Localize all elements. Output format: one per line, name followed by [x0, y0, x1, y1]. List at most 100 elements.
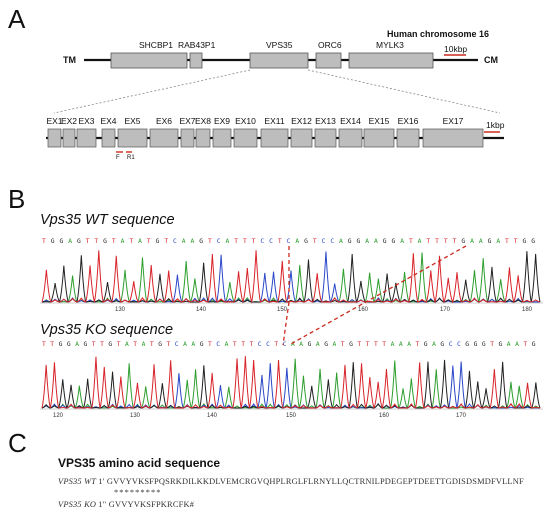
base-call: G	[481, 341, 486, 348]
exon-label-15: EX15	[369, 116, 390, 126]
base-call: C	[269, 238, 273, 245]
base-call: A	[390, 341, 395, 348]
base-call: T	[50, 341, 55, 348]
gene-label-rab43p1: RAB43P1	[178, 40, 216, 50]
exon-box-16	[396, 128, 420, 148]
base-call: A	[120, 238, 125, 245]
base-call: G	[108, 341, 113, 348]
base-call: T	[312, 238, 317, 245]
base-call: G	[440, 341, 445, 348]
base-call: G	[391, 238, 396, 245]
base-call: G	[522, 238, 527, 245]
base-call: G	[498, 341, 503, 348]
trace-t	[41, 250, 541, 304]
primer-f-label: F	[116, 155, 120, 161]
base-call: G	[199, 238, 204, 245]
exon-box-12	[290, 128, 313, 148]
base-call: G	[356, 238, 361, 245]
base-call: A	[398, 341, 403, 348]
base-call: A	[478, 238, 483, 245]
exon-box-13	[314, 128, 337, 148]
tick-label: 170	[456, 413, 467, 419]
base-call: C	[457, 341, 461, 348]
base-call: G	[324, 341, 328, 348]
base-call: T	[513, 238, 518, 245]
exon-label-2: EX2	[61, 116, 77, 126]
primer-r1-label: R1	[127, 155, 135, 161]
base-call: G	[487, 238, 492, 245]
exon-label-3: EX3	[78, 116, 94, 126]
base-call: A	[339, 238, 343, 245]
gene-mylk3: MYLK3	[348, 40, 434, 69]
exon-box-5	[117, 128, 148, 148]
aa-sequence-title: VPS35 amino acid sequence	[58, 456, 221, 470]
base-call: T	[277, 238, 282, 245]
base-call: A	[407, 341, 411, 348]
gene-vps35: VPS35	[249, 40, 309, 69]
zoom-line-left	[53, 69, 251, 114]
base-call: A	[138, 238, 142, 245]
base-call: T	[164, 238, 169, 245]
base-call: T	[100, 341, 104, 348]
base-call: T	[232, 341, 237, 348]
exon-box-8	[195, 128, 211, 148]
gene-label-vps35: VPS35	[266, 40, 293, 50]
base-call: G	[59, 238, 64, 245]
base-call: G	[473, 341, 478, 348]
wt-tick-labels: 130 140 150 160 170 180	[115, 307, 533, 313]
base-call: T	[111, 238, 116, 245]
base-call: T	[234, 238, 238, 245]
tick-label: 150	[286, 413, 297, 419]
scale-label-gene: 1kbp	[486, 120, 505, 130]
exon-box-9	[212, 128, 232, 148]
base-call: T	[408, 238, 413, 245]
base-call: T	[133, 341, 138, 348]
trace-c	[41, 361, 541, 410]
trace-t	[41, 356, 541, 410]
base-call: T	[42, 238, 46, 245]
base-call: G	[66, 341, 71, 348]
base-call: T	[374, 341, 378, 348]
base-call: A	[225, 238, 230, 245]
base-call: C	[286, 238, 291, 245]
identity-stars: *********	[114, 488, 162, 497]
base-call: C	[448, 341, 453, 348]
scale-label-chromosome: 10kbp	[444, 44, 467, 54]
telomere-label: TM	[63, 55, 76, 65]
base-call: T	[208, 238, 212, 245]
base-call: C	[257, 341, 262, 348]
exon-label-10: EX10	[235, 116, 256, 126]
tick-label: 180	[522, 307, 533, 313]
base-call: C	[173, 238, 177, 245]
base-call: T	[146, 238, 151, 245]
exon-label-12: EX12	[291, 116, 312, 126]
base-call: A	[181, 238, 186, 245]
base-call: G	[83, 341, 88, 348]
base-call: A	[125, 341, 129, 348]
base-call: G	[382, 238, 387, 245]
base-call: T	[208, 341, 212, 348]
base-call: T	[166, 341, 171, 348]
tick-label: 170	[440, 307, 451, 313]
cut-site-line-ko	[282, 301, 290, 346]
base-call: T	[443, 238, 448, 245]
base-call: G	[531, 238, 536, 245]
base-call: A	[506, 341, 511, 348]
trace-a	[41, 358, 541, 410]
base-call: A	[515, 341, 519, 348]
base-call: T	[94, 238, 99, 245]
gene-label-orc6: ORC6	[318, 40, 342, 50]
tick-label: 130	[115, 307, 126, 313]
ko-aa-sequence: GVVYVKSFPKRCFK#	[108, 500, 195, 509]
base-call: T	[523, 341, 528, 348]
base-call: T	[85, 238, 90, 245]
wt-sequence-title: Vps35 WT sequence	[40, 212, 175, 228]
base-call: A	[432, 341, 436, 348]
base-call: C	[216, 341, 221, 348]
exon-label-1: EX1	[46, 116, 62, 126]
exon-box-1	[47, 128, 62, 148]
base-call: T	[241, 341, 245, 348]
base-call: G	[103, 238, 107, 245]
base-call: A	[68, 238, 72, 245]
